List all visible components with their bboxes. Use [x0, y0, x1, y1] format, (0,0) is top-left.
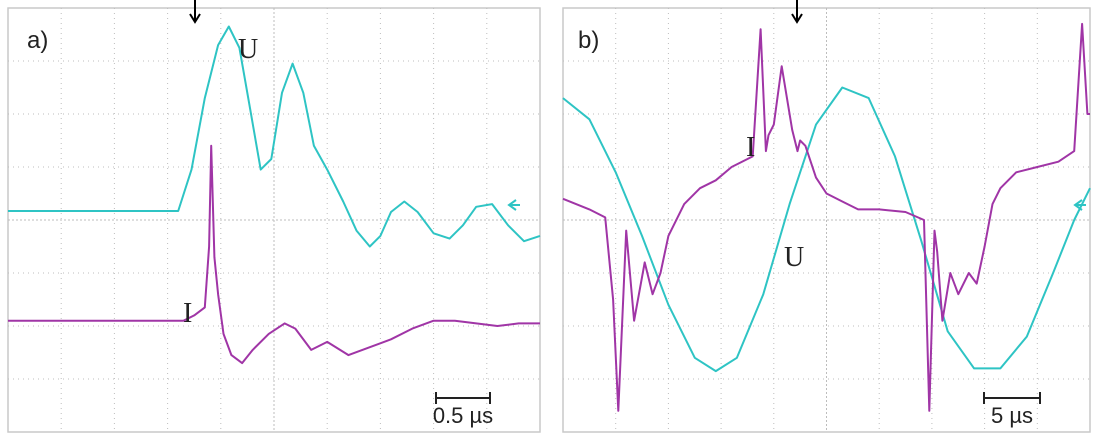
scale-bar: [435, 392, 491, 404]
series-line-i: [562, 22, 1090, 412]
series-line-u: [8, 25, 541, 248]
series-label-i: I: [183, 298, 192, 329]
trigger-position-icon: [189, 0, 201, 24]
series-label-u: U: [238, 34, 258, 65]
series-label-u: U: [784, 242, 804, 273]
panel-label: b): [578, 27, 599, 54]
scale-bar: [983, 392, 1041, 404]
trigger-position-icon: [791, 0, 803, 24]
trigger-level-icon: [1073, 199, 1086, 211]
scale-bar-label: 5 µs: [991, 403, 1033, 428]
panel-a: U Ia) 0.5 µs: [7, 0, 541, 433]
series-line-u: [562, 86, 1091, 373]
series-label-i: I: [746, 132, 755, 163]
scale-bar-label: 0.5 µs: [433, 403, 493, 428]
trigger-level-icon: [507, 199, 520, 211]
panel-label: a): [27, 27, 48, 54]
panel-b: U Ib) 5 µs: [562, 0, 1091, 433]
